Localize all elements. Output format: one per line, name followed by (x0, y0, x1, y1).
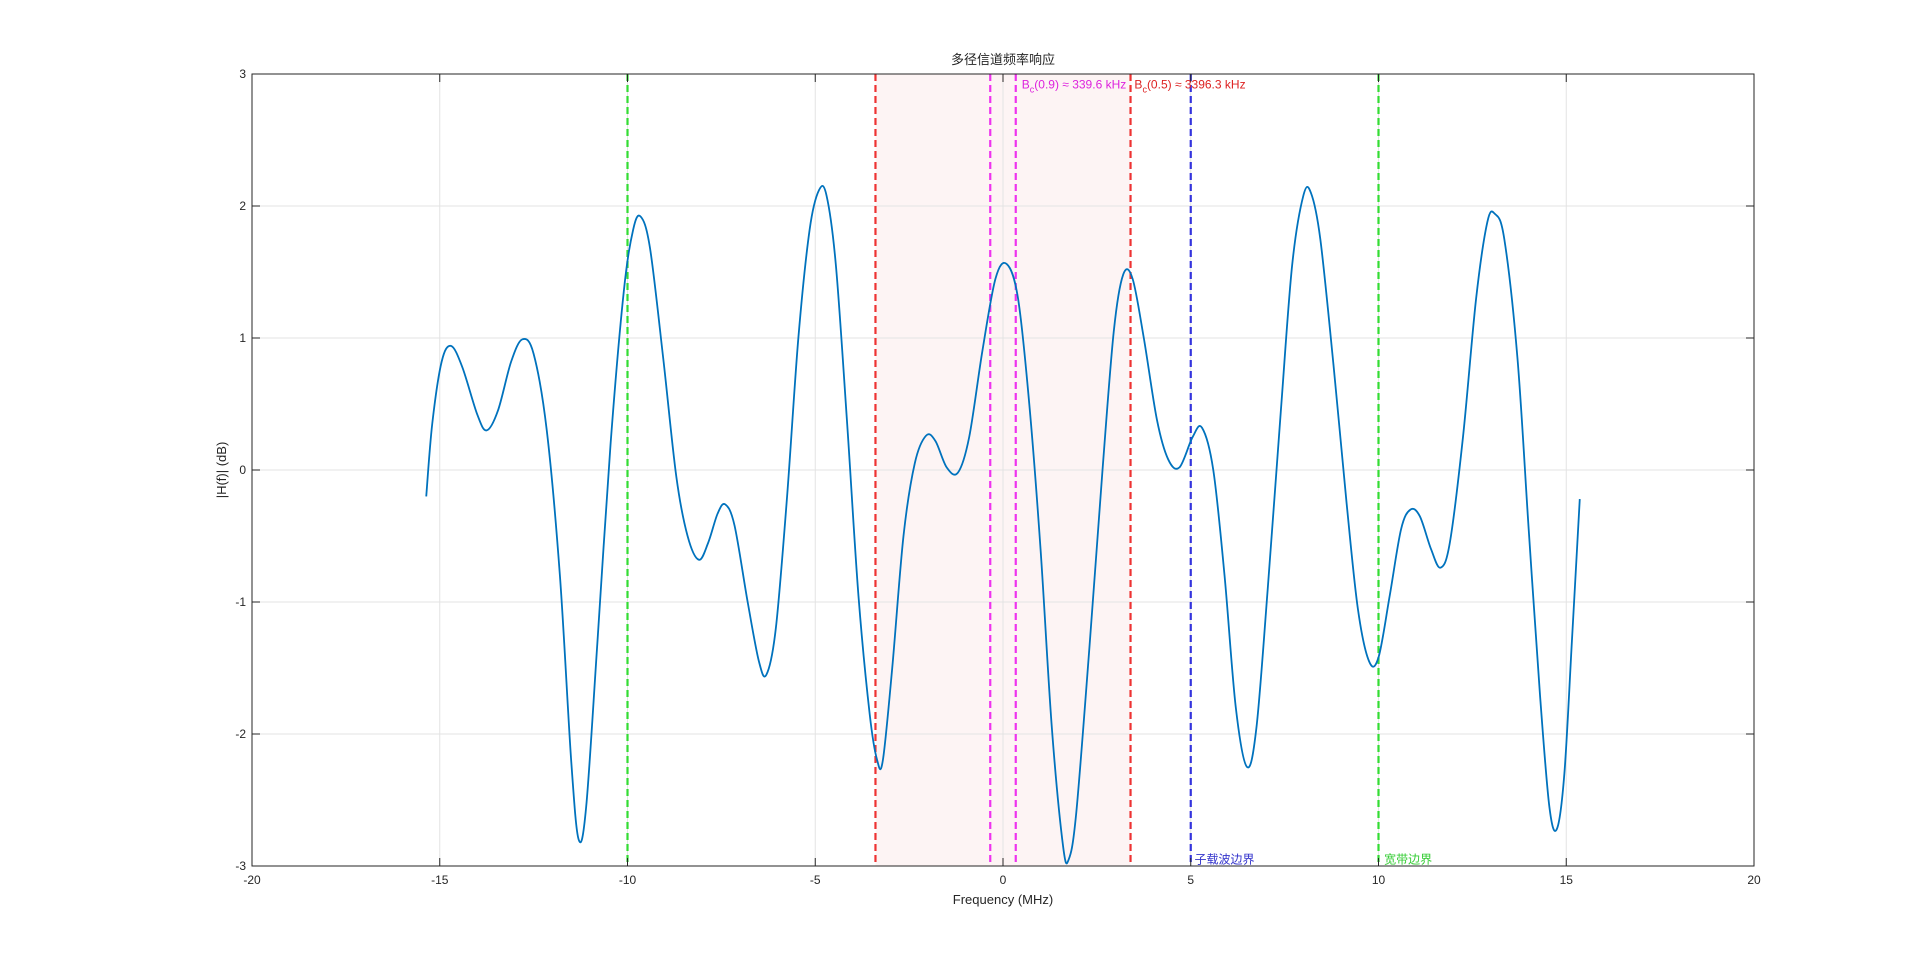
y-tick-label: -2 (235, 727, 246, 741)
x-tick-label: -20 (243, 873, 261, 887)
x-tick-label: -10 (619, 873, 637, 887)
x-tick-label: -15 (431, 873, 449, 887)
x-tick-label: 10 (1372, 873, 1386, 887)
reference-lines (626, 74, 1380, 866)
y-tick-label: 0 (239, 463, 246, 477)
annotations: Bc(0.9) ≈ 339.6 kHz Bc(0.5) ≈ 3396.3 kHz 子… (1022, 78, 1432, 867)
x-ticks: -20 -15 -10 -5 0 5 10 15 20 (243, 74, 1761, 887)
x-tick-label: -5 (810, 873, 821, 887)
x-tick-label: 0 (1000, 873, 1007, 887)
x-tick-label: 5 (1187, 873, 1194, 887)
y-tick-label: -3 (235, 859, 246, 873)
y-tick-label: 1 (239, 331, 246, 345)
annotation-subcarrier: 子载波边界 (1195, 852, 1255, 866)
x-tick-label: 20 (1747, 873, 1761, 887)
annotation-wideband: 宽带边界 (1384, 851, 1432, 866)
series-layer (425, 185, 1581, 865)
y-tick-label: 3 (239, 67, 246, 81)
chart-title: 多径信道频率响应 (951, 52, 1055, 68)
y-tick-label: -1 (235, 595, 246, 609)
annotation-bc05: Bc(0.5) ≈ 3396.3 kHz (1134, 78, 1245, 95)
y-tick-label: 2 (239, 199, 246, 213)
y-axis-label: |H(f)| (dB) (214, 442, 229, 499)
annotation-bc09: Bc(0.9) ≈ 339.6 kHz (1022, 78, 1126, 95)
x-tick-label: 15 (1560, 873, 1574, 887)
series-line-0 (425, 185, 1581, 865)
y-ticks: -3 -2 -1 0 1 2 3 (235, 67, 1754, 873)
x-axis-label: Frequency (MHz) (953, 892, 1053, 907)
